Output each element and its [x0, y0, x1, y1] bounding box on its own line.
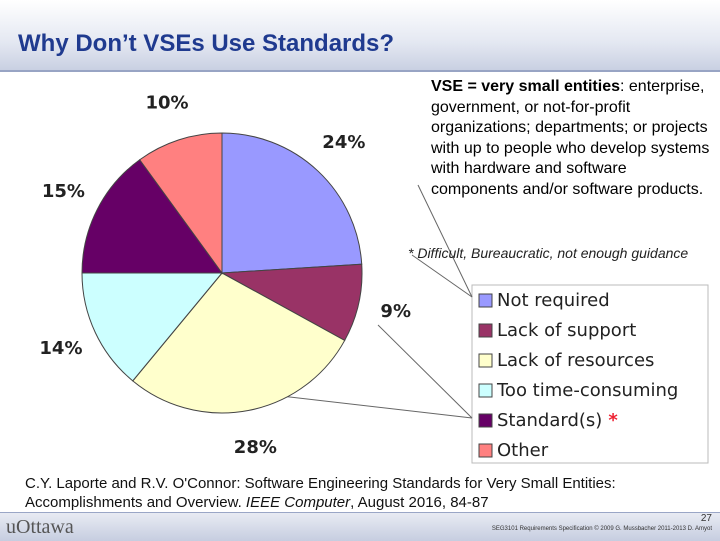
legend-note: *: [608, 410, 618, 431]
legend-swatch: [478, 383, 493, 398]
legend-box: [471, 284, 709, 464]
data-label: 24%: [322, 132, 365, 153]
definition-text: : enterprise, government, or not-for-pro…: [431, 78, 710, 198]
legend-swatch: [478, 413, 493, 428]
data-label: 10%: [145, 93, 188, 114]
logo: uOttawa: [6, 516, 74, 538]
citation-text: , August 2016, 84-87: [350, 494, 489, 511]
pie-slice: [221, 132, 363, 274]
citation-journal: IEEE Computer: [245, 494, 351, 511]
definition-term: VSE = very small entities: [431, 78, 620, 95]
legend-swatch: [478, 293, 493, 308]
data-label: 14%: [39, 338, 82, 359]
legend-label: Lack of support: [497, 320, 636, 341]
legend-swatch: [478, 323, 493, 338]
pie-slice: [81, 272, 224, 382]
pie-slice: [132, 272, 346, 414]
data-label: 15%: [42, 181, 85, 202]
legend-label: Lack of resources: [497, 350, 654, 371]
footnote: * Difficult, Bureaucratic, not enough gu…: [408, 245, 689, 261]
legend-label: Other: [497, 440, 549, 461]
title-bar: [0, 0, 720, 72]
pointer: [417, 184, 473, 298]
legend-swatch: [478, 353, 493, 368]
legend-label: Not required: [497, 290, 610, 311]
pie-slice: [81, 159, 223, 274]
data-label: 28%: [234, 437, 277, 458]
legend-swatch: [478, 443, 493, 458]
citation-text: C.Y. Laporte and R.V. O'Connor: Software…: [25, 475, 616, 511]
citation: C.Y. Laporte and R.V. O'Connor: Software…: [25, 474, 715, 512]
data-label: 9%: [380, 301, 411, 322]
slide-title: Why Don’t VSEs Use Standards?: [18, 30, 395, 57]
pie-slice: [139, 132, 223, 275]
pie-slice: [220, 263, 363, 342]
pointer: [411, 254, 473, 298]
legend-label: Too time-consuming: [496, 380, 678, 401]
pointer: [377, 324, 473, 419]
definition: VSE = very small entities: enterprise, g…: [431, 77, 716, 200]
page-number: 27: [700, 513, 712, 524]
legend-label: Standard(s): [497, 410, 602, 431]
footer-text: SEG3101 Requirements Specification © 200…: [491, 526, 712, 532]
footer-bar: [0, 512, 720, 541]
